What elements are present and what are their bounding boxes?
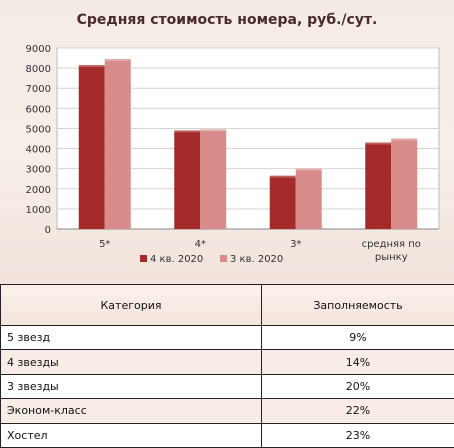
bar-highlight — [269, 175, 296, 178]
y-tick-label: 6000 — [26, 104, 51, 115]
bar — [295, 168, 322, 229]
x-category-label-line: 4* — [195, 239, 206, 250]
category-cell: Хостел — [0, 422, 262, 448]
occupancy-table: Категория Заполняемость 5 звезд 9% 4 зве… — [0, 284, 454, 448]
bar — [174, 130, 201, 229]
x-category-label-line: рынку — [375, 252, 408, 263]
x-category-label: 3* — [290, 239, 301, 250]
y-tick-label: 1000 — [26, 205, 51, 216]
bar-highlight — [174, 130, 201, 133]
x-category-label: средняя по рынку — [362, 239, 421, 263]
bar — [104, 59, 131, 229]
table-row: Хостел 23% — [0, 422, 454, 448]
occupancy-cell: 23% — [261, 422, 454, 448]
legend-swatch — [140, 255, 147, 262]
x-category-label-line: средняя по — [362, 239, 421, 250]
category-cell: Эконом-класс — [0, 398, 262, 424]
legend-swatch — [220, 255, 227, 262]
header-category: Категория — [0, 284, 262, 326]
y-tick-label: 5000 — [26, 124, 51, 135]
bar-highlight — [295, 168, 322, 171]
legend-label: 3 кв. 2020 — [230, 254, 283, 265]
y-tick-label: 0 — [45, 225, 51, 236]
bar — [391, 138, 418, 229]
bars — [78, 59, 418, 229]
y-tick-label: 3000 — [26, 165, 51, 176]
x-category-label: 5* — [99, 239, 110, 250]
bar — [200, 129, 227, 229]
table-header-row: Категория Заполняемость — [0, 284, 454, 326]
bar — [78, 65, 105, 229]
chart-title: Средняя стоимость номера, руб./сут. — [77, 12, 378, 28]
occupancy-cell: 22% — [261, 398, 454, 424]
bar-highlight — [200, 129, 227, 132]
bar-highlight — [365, 142, 392, 145]
bar-chart: Средняя стоимость номера, руб./сут. 0 100… — [26, 12, 440, 265]
x-category-label-line: 5* — [99, 239, 110, 250]
y-tick-label: 8000 — [26, 64, 51, 75]
y-tick-label: 4000 — [26, 145, 51, 156]
table-row: 4 звезды 14% — [0, 349, 454, 375]
occupancy-cell: 9% — [261, 324, 454, 351]
x-category-label-line: 3* — [290, 239, 301, 250]
bar-highlight — [78, 65, 105, 68]
y-tick-label: 9000 — [26, 44, 51, 55]
bar-highlight — [104, 59, 131, 62]
chart-panel: Средняя стоимость номера, руб./сут. 0 100… — [0, 0, 454, 284]
category-cell: 3 звезды — [0, 373, 262, 400]
x-category-label: 4* — [195, 239, 206, 250]
legend: 4 кв. 2020 3 кв. 2020 — [140, 254, 283, 265]
y-tick-label: 2000 — [26, 185, 51, 196]
category-cell: 5 звезд — [0, 324, 262, 351]
table-row: 5 звезд 9% — [0, 324, 454, 351]
category-cell: 4 звезды — [0, 349, 262, 375]
y-tick-label: 7000 — [26, 84, 51, 95]
bar — [269, 175, 296, 229]
table-row: 3 звезды 20% — [0, 373, 454, 400]
y-axis-ticks: 0 1000 2000 3000 4000 5000 6000 7000 8000 9000 — [26, 44, 51, 236]
occupancy-cell: 20% — [261, 373, 454, 400]
legend-label: 4 кв. 2020 — [150, 254, 203, 265]
bar — [365, 142, 392, 229]
bar-highlight — [391, 138, 418, 141]
occupancy-cell: 14% — [261, 349, 454, 375]
header-occupancy: Заполняемость — [261, 284, 454, 326]
table-row: Эконом-класс 22% — [0, 398, 454, 424]
x-axis-categories: 5* 4* 3* средняя по рынку — [99, 239, 421, 263]
